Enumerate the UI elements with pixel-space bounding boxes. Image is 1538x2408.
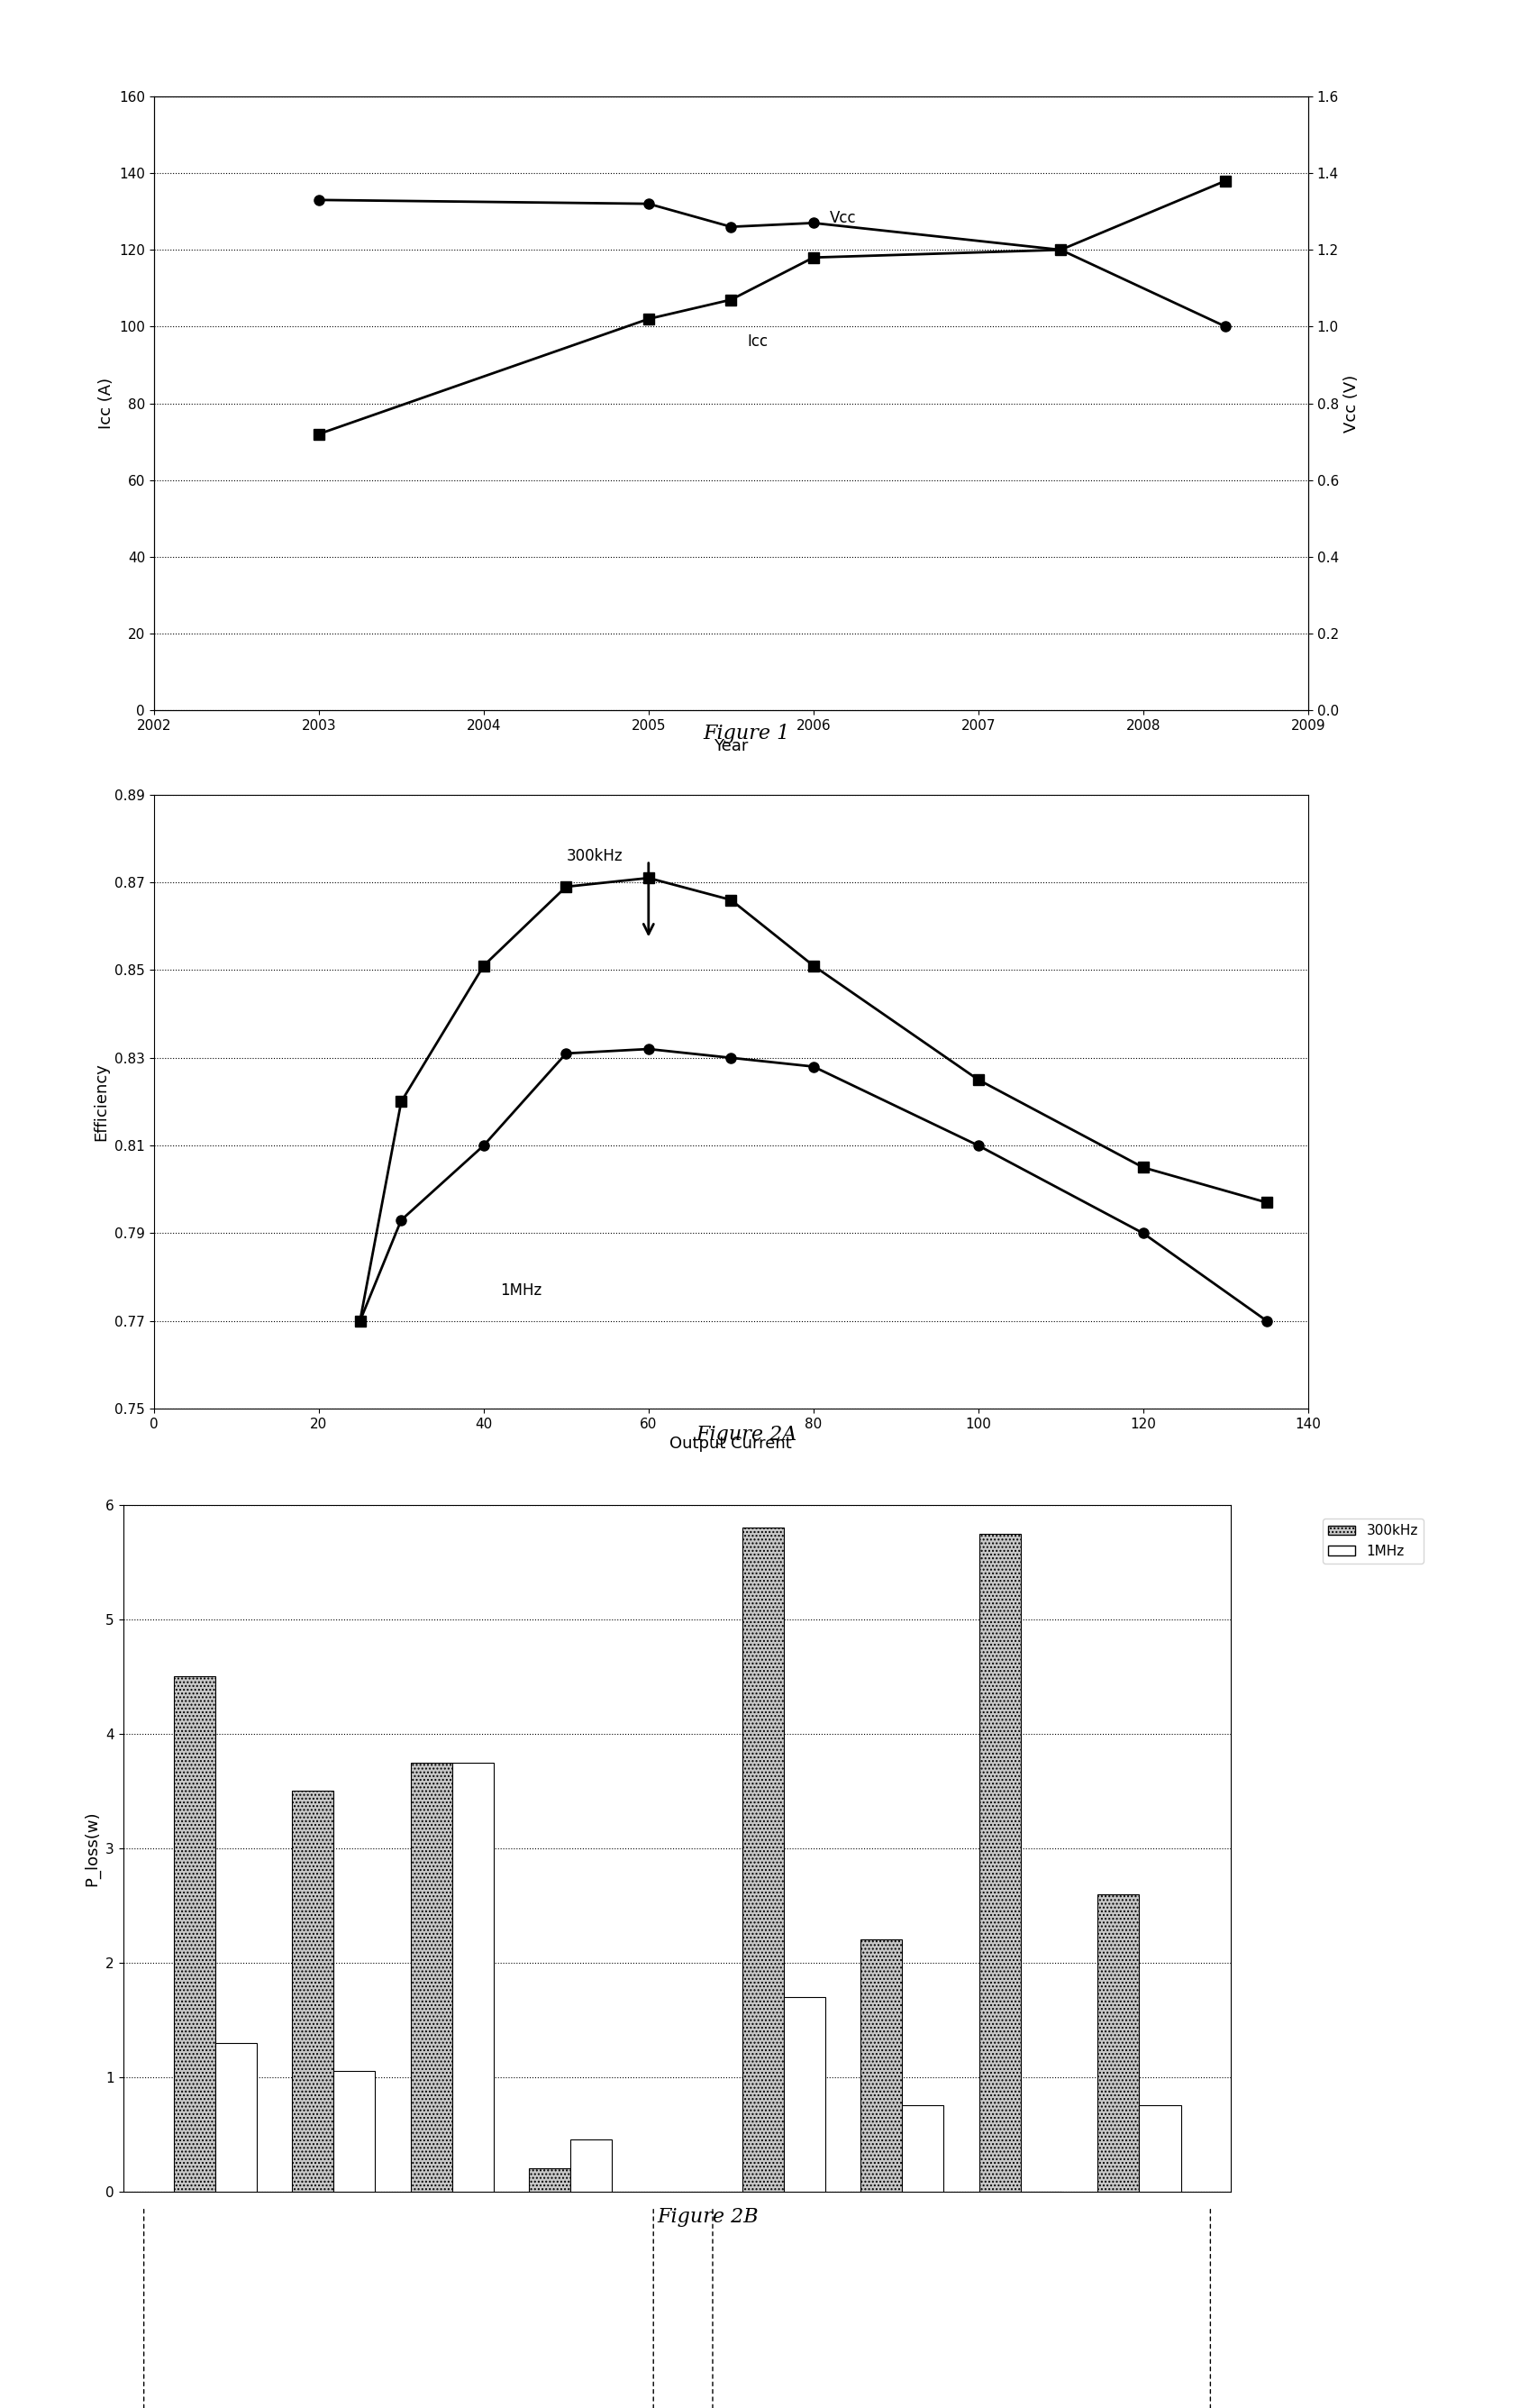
Text: 300kHz: 300kHz (566, 848, 623, 864)
Legend: 300kHz, 1MHz: 300kHz, 1MHz (1321, 1519, 1423, 1563)
Bar (529, 2167, 571, 2191)
Bar (334, 2071, 375, 2191)
Text: Icc: Icc (747, 332, 767, 349)
Text: Figure 1: Figure 1 (703, 725, 789, 744)
Text: 1MHz: 1MHz (500, 1281, 541, 1298)
Bar (215, 2042, 257, 2191)
Bar (452, 1763, 494, 2191)
Text: Vcc: Vcc (829, 209, 857, 226)
Y-axis label: P_loss(w): P_loss(w) (85, 1811, 100, 1885)
Bar (292, 1792, 334, 2191)
Bar (1138, 2105, 1180, 2191)
Bar (174, 1676, 215, 2191)
Bar (741, 1529, 783, 2191)
Text: Figure 2A: Figure 2A (695, 1426, 797, 1445)
Text: Figure 2B: Figure 2B (657, 2208, 758, 2227)
Bar (783, 1996, 824, 2191)
X-axis label: Year: Year (714, 737, 747, 754)
Bar (860, 1941, 901, 2191)
Y-axis label: Vcc (V): Vcc (V) (1343, 373, 1360, 433)
Bar (411, 1763, 452, 2191)
Bar (901, 2105, 943, 2191)
X-axis label: Output Current: Output Current (669, 1435, 792, 1452)
Bar (1097, 1893, 1138, 2191)
Bar (978, 1534, 1020, 2191)
Y-axis label: Efficiency: Efficiency (94, 1062, 109, 1141)
Y-axis label: Icc (A): Icc (A) (98, 378, 114, 429)
Bar (571, 2141, 612, 2191)
